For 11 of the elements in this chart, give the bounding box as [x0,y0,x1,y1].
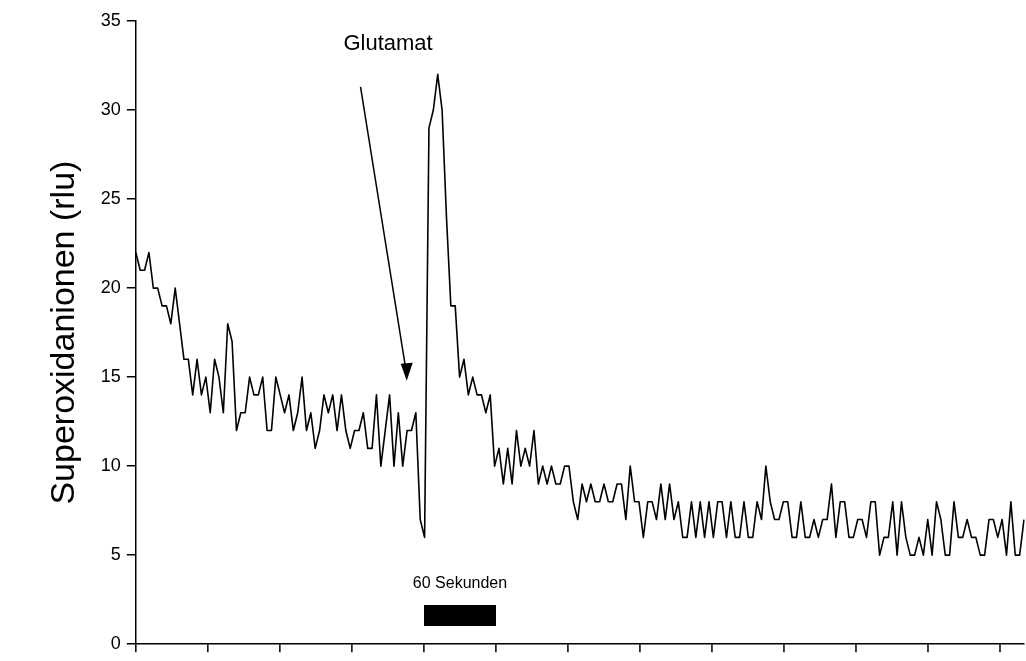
y-tick-label: 35 [100,9,121,30]
y-axis-title: Superoxidanionen (rlu) [42,160,81,505]
y-tick-label: 15 [100,366,121,387]
y-tick-label: 30 [100,99,121,119]
annotation: 60 Sekunden [412,574,508,592]
annotation: Glutamat [343,30,433,56]
y-tick-label: 25 [100,188,121,209]
y-tick-label: 0 [110,633,121,654]
y-tick-label: 5 [110,544,121,565]
y-tick-label: 20 [100,277,121,298]
y-tick-label: 10 [100,455,121,476]
